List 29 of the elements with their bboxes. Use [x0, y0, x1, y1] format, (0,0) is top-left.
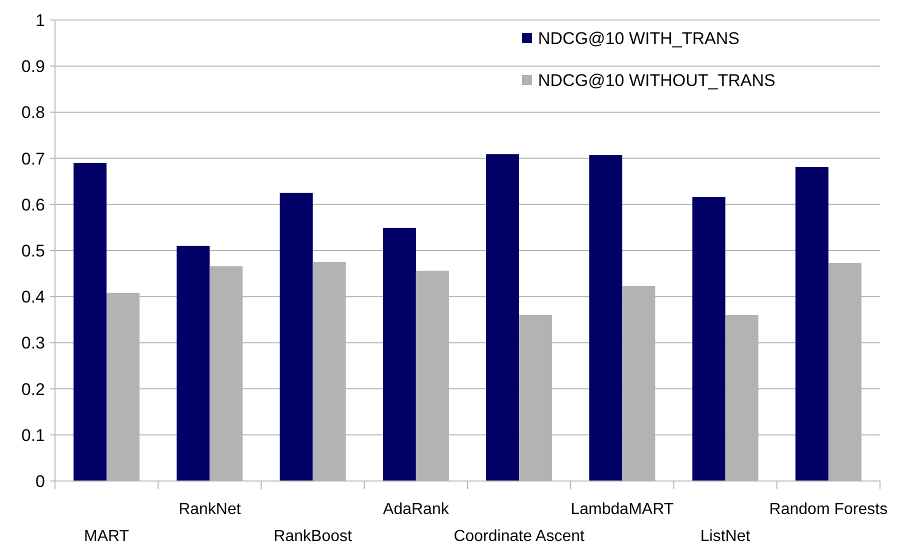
y-tick-label: 0.9	[21, 57, 45, 76]
bar	[74, 162, 107, 481]
x-tick-label: RankNet	[178, 501, 242, 518]
x-tick-label: Random Forests	[769, 501, 888, 518]
x-tick-label: LambdaMART	[570, 501, 674, 518]
bar	[280, 192, 313, 481]
y-tick-label: 0.6	[21, 195, 45, 214]
bar	[795, 167, 828, 481]
y-tick-label: 0.8	[21, 103, 45, 122]
x-tick-label: Coordinate Ascent	[454, 528, 585, 545]
x-tick-label: MART	[84, 528, 130, 545]
x-tick-label: AdaRank	[383, 501, 450, 518]
y-tick-label: 0.2	[21, 380, 45, 399]
y-tick-label: 0.3	[21, 334, 45, 353]
y-tick-label: 0.7	[21, 149, 45, 168]
x-tick-label: RankBoost	[274, 528, 352, 545]
legend-label: NDCG@10 WITH_TRANS	[538, 28, 740, 48]
y-tick-label: 1	[36, 10, 45, 30]
legend-label: NDCG@10 WITHOUT_TRANS	[538, 70, 776, 90]
bar	[176, 246, 210, 481]
bar	[486, 154, 520, 481]
x-tick-label: ListNet	[700, 528, 751, 545]
y-tick-label: 0	[36, 472, 45, 491]
bar	[589, 155, 622, 481]
bar	[692, 197, 726, 481]
bar	[382, 228, 416, 481]
y-tick-label: 0.5	[21, 241, 45, 260]
y-tick-label: 0.4	[21, 288, 45, 307]
y-tick-label: 0.1	[21, 426, 45, 445]
